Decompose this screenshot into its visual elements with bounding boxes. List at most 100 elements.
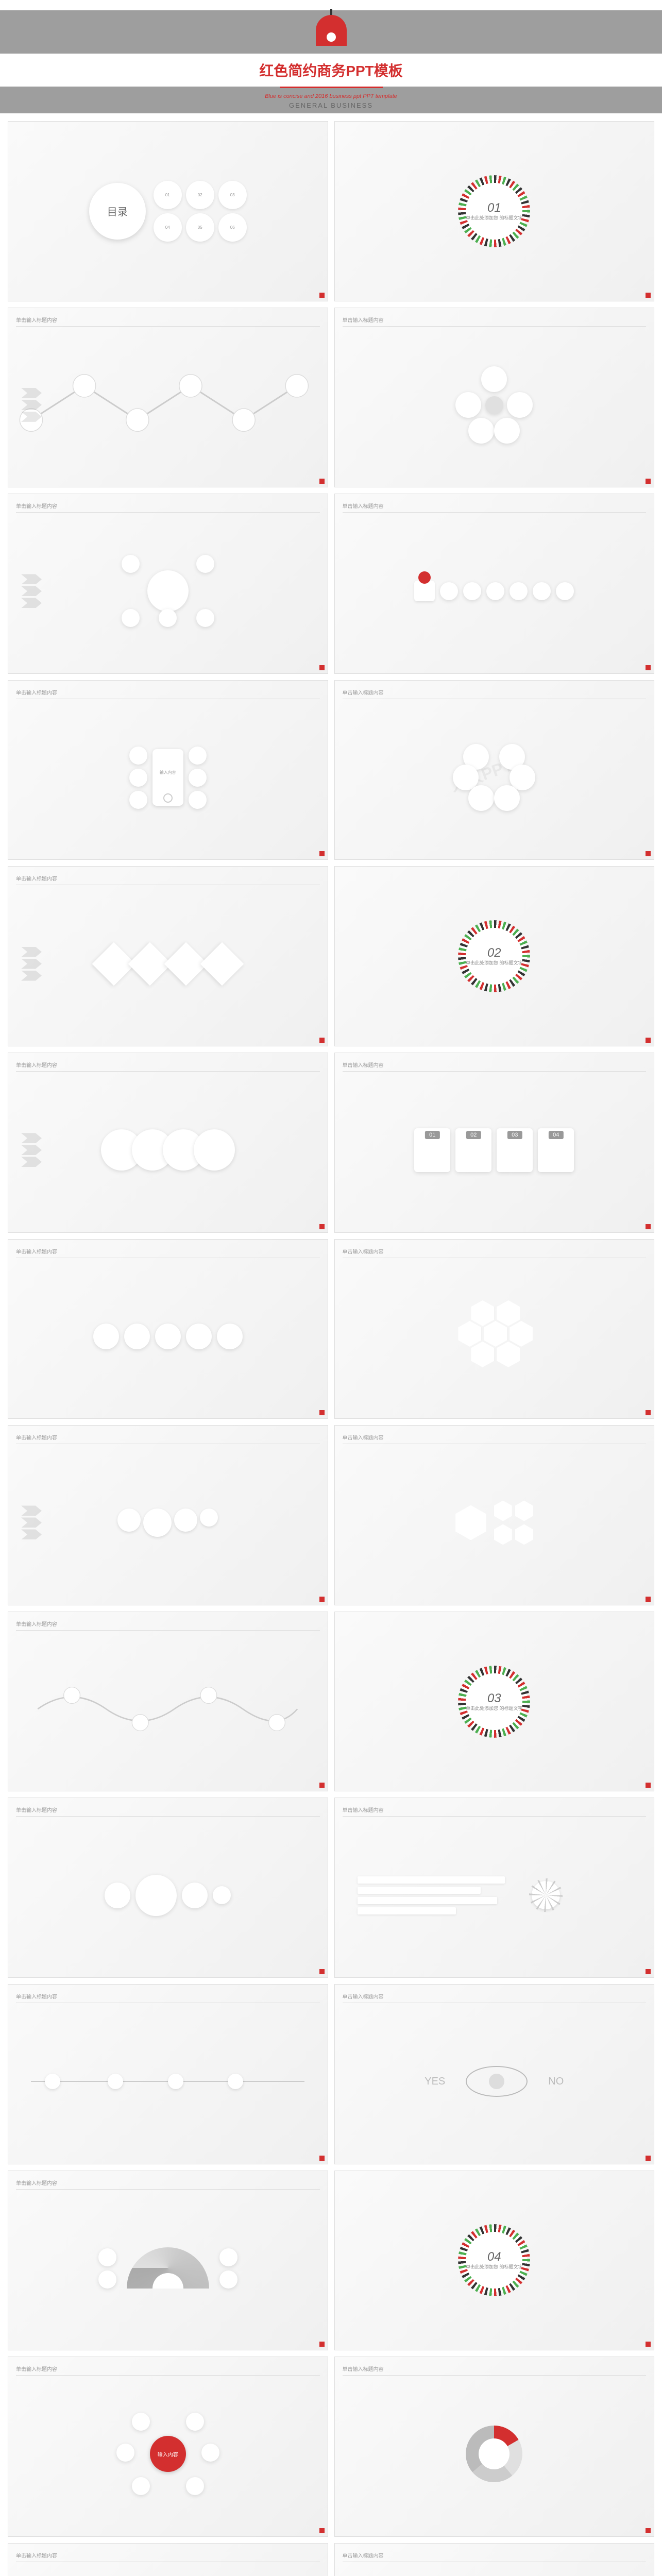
- slide-marker: [646, 1410, 651, 1415]
- section-ring: 01 单击此处添加您 的标题文字: [463, 180, 525, 242]
- subtitle-italic: Blue is concise and 2016 business ppt PP…: [265, 93, 397, 99]
- chevron-watermark: [21, 386, 42, 423]
- slide-header: 单击输入标题内容: [16, 1806, 320, 1817]
- slide-five-circles[interactable]: 单击输入标题内容: [8, 1239, 328, 1419]
- slide-section-03[interactable]: 03 单击此处添加您 的标题文字: [334, 1612, 655, 1792]
- slide-zigzag[interactable]: 单击输入标题内容: [8, 308, 328, 488]
- lamp-icon: [316, 15, 347, 46]
- toc-label: 目录: [89, 183, 146, 240]
- slide-header: 单击输入标题内容: [343, 1992, 647, 2003]
- slide-yesno[interactable]: 单击输入标题内容 YES NO: [334, 1984, 655, 2164]
- slide-marker: [319, 293, 325, 298]
- chevron-watermark: [21, 945, 42, 982]
- section-text: 单击此处添加您 的标题文字: [466, 2264, 523, 2270]
- slide-header: 单击输入标题内容: [16, 1620, 320, 1631]
- slide-ring-chart[interactable]: 单击输入标题内容: [334, 2357, 655, 2537]
- slide-header: 单击输入标题内容: [343, 316, 647, 327]
- slide-marker: [319, 1410, 325, 1415]
- slide-icon-row[interactable]: 单击输入标题内容: [334, 494, 655, 674]
- slide-header: 单击输入标题内容: [343, 502, 647, 513]
- section-ring: 03 单击此处添加您 的标题文字: [463, 1671, 525, 1733]
- accent-line: [280, 87, 383, 88]
- toc-item: 05: [186, 213, 214, 242]
- semicircle-chart: [127, 2247, 209, 2289]
- yes-label: YES: [425, 2076, 445, 2088]
- slide-marker: [319, 2156, 325, 2161]
- slide-four-circles[interactable]: 单击输入标题内容 Circle 1 Circle 2 Circle 3 Circ…: [334, 2543, 655, 2576]
- card-01: [414, 1128, 450, 1172]
- slide-marker: [319, 1038, 325, 1043]
- section-text: 单击此处添加您 的标题文字: [466, 960, 523, 967]
- slide-rounded-cards[interactable]: 单击输入标题内容: [8, 2543, 328, 2576]
- slide-marker: [319, 1224, 325, 1229]
- section-ring: 02 单击此处添加您 的标题文字: [463, 925, 525, 987]
- slide-marker: [319, 851, 325, 856]
- slide-marker: [319, 2528, 325, 2533]
- slide-bars-clock[interactable]: 单击输入标题内容: [334, 1798, 655, 1978]
- main-title: 红色简约商务PPT模板: [0, 60, 662, 80]
- slide-toc[interactable]: 目录 01 02 03 04 05 06: [8, 121, 328, 301]
- slide-header: 单击输入标题内容: [16, 1061, 320, 1072]
- slide-header: 单击输入标题内容: [16, 1992, 320, 2003]
- slide-marker: [319, 665, 325, 670]
- section-number: 01: [487, 201, 501, 215]
- slide-marker: [646, 1783, 651, 1788]
- slides-grid: 目录 01 02 03 04 05 06 01 单击此处添加您 的标题文: [0, 113, 662, 2576]
- slide-marker: [646, 1038, 651, 1043]
- slide-overlap[interactable]: 单击输入标题内容: [8, 1053, 328, 1233]
- slide-marker: [319, 1597, 325, 1602]
- slide-marker: [646, 1969, 651, 1974]
- slide-numbered-cards[interactable]: 单击输入标题内容: [334, 1053, 655, 1233]
- slide-semicircle[interactable]: 单击输入标题内容: [8, 2171, 328, 2351]
- slide-section-02[interactable]: 02 单击此处添加您 的标题文字: [334, 866, 655, 1046]
- slide-marker: [646, 1224, 651, 1229]
- slide-marker: [646, 1597, 651, 1602]
- slide-marker: [646, 479, 651, 484]
- subtitle-area: Blue is concise and 2016 business ppt PP…: [265, 93, 397, 109]
- bars-chart: [358, 1876, 521, 1914]
- slide-marker: [319, 2342, 325, 2347]
- subtitle-caps: GENERAL BUSINESS: [265, 101, 397, 109]
- slide-hub[interactable]: 单击输入标题内容: [8, 494, 328, 674]
- slide-brain[interactable]: 单击输入标题内容 人人PPT: [334, 680, 655, 860]
- slide-phone[interactable]: 单击输入标题内容 输入内容: [8, 680, 328, 860]
- slide-header: 单击输入标题内容: [343, 688, 647, 699]
- card-02: [455, 1128, 491, 1172]
- slide-flower[interactable]: 单击输入标题内容: [334, 308, 655, 488]
- slide-marker: [646, 2342, 651, 2347]
- slide-timeline[interactable]: 单击输入标题内容: [8, 1984, 328, 2164]
- slide-section-04[interactable]: 04 单击此处添加您 的标题文字: [334, 2171, 655, 2351]
- slide-gears[interactable]: 单击输入标题内容: [8, 1425, 328, 1605]
- slide-header: 单击输入标题内容: [16, 2551, 320, 2562]
- center-label: 输入内容: [150, 2436, 186, 2472]
- slide-marker: [646, 851, 651, 856]
- slide-header: 单击输入标题内容: [16, 688, 320, 699]
- toc-item: 02: [186, 181, 214, 209]
- card-04: [538, 1128, 574, 1172]
- wave-line: [31, 1682, 304, 1736]
- slide-header: 单击输入标题内容: [16, 2365, 320, 2376]
- slide-hex-branch[interactable]: 单击输入标题内容: [334, 1425, 655, 1605]
- slide-header: 单击输入标题内容: [343, 1061, 647, 1072]
- timeline: [31, 2081, 304, 2082]
- slide-section-01[interactable]: 01 单击此处添加您 的标题文字: [334, 121, 655, 301]
- toc-item: 06: [218, 213, 247, 242]
- slide-marker: [319, 479, 325, 484]
- slide-marker: [319, 1969, 325, 1974]
- slide-radial-hub[interactable]: 单击输入标题内容 输入内容: [8, 2357, 328, 2537]
- card-03: [497, 1128, 533, 1172]
- chevron-watermark: [21, 1504, 42, 1541]
- slide-hexagons[interactable]: 单击输入标题内容: [334, 1239, 655, 1419]
- eye-icon: [466, 2066, 528, 2097]
- slide-header: 单击输入标题内容: [343, 2365, 647, 2376]
- slide-wave[interactable]: 单击输入标题内容: [8, 1612, 328, 1792]
- title-band: 红色简约商务PPT模板: [0, 54, 662, 87]
- zigzag-chart: [16, 367, 320, 443]
- slide-diamonds[interactable]: 单击输入标题内容: [8, 866, 328, 1046]
- template-page: 红色简约商务PPT模板 Blue is concise and 2016 bus…: [0, 0, 662, 2576]
- slide-marker: [646, 665, 651, 670]
- slide-cloud[interactable]: 单击输入标题内容: [8, 1798, 328, 1978]
- section-number: 02: [487, 946, 501, 960]
- slide-header: 单击输入标题内容: [16, 502, 320, 513]
- chevron-watermark: [21, 572, 42, 609]
